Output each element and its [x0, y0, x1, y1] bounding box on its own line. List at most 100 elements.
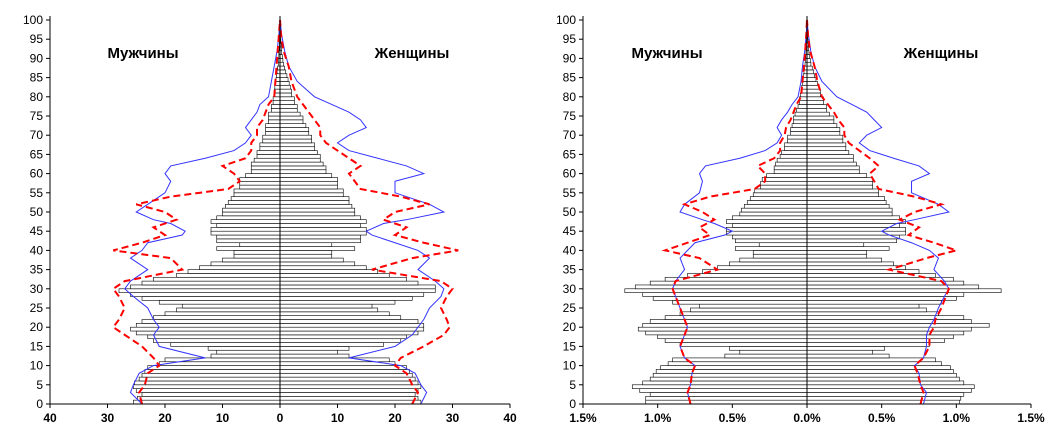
- male-bar: [134, 380, 281, 386]
- y-tick-label: 100: [556, 13, 576, 27]
- male-bar: [158, 300, 281, 305]
- female-bar: [279, 396, 419, 401]
- y-tick-label: 40: [563, 243, 577, 257]
- y-tick-label: 15: [30, 339, 44, 353]
- female-bar: [806, 376, 960, 382]
- male-bar: [657, 334, 808, 340]
- male-bar: [717, 265, 808, 270]
- female-bar: [279, 399, 422, 405]
- male-bar: [645, 399, 808, 405]
- male-bar: [187, 269, 281, 274]
- female-bar: [279, 269, 379, 274]
- male-label: Мужчины: [107, 45, 178, 62]
- male-bar: [784, 146, 808, 151]
- female-bar: [806, 253, 868, 259]
- male-bar: [256, 150, 281, 155]
- y-tick-label: 90: [563, 51, 577, 65]
- female-bar: [806, 372, 957, 378]
- male-bar: [687, 273, 808, 278]
- female-bar: [806, 154, 854, 159]
- y-tick-label: 85: [563, 71, 577, 85]
- female-bar: [279, 342, 384, 347]
- female-bar: [806, 246, 890, 251]
- female-bar: [279, 161, 324, 167]
- male-bar: [141, 372, 281, 378]
- male-bar: [794, 111, 808, 117]
- female-bar: [806, 392, 965, 397]
- female-bar: [279, 392, 416, 397]
- female-bar: [806, 142, 847, 148]
- female-bar: [806, 81, 818, 86]
- y-tick-label: 65: [30, 147, 44, 161]
- y-tick-label: 70: [563, 128, 577, 142]
- male-bar: [649, 392, 808, 397]
- female-bar: [806, 349, 874, 355]
- female-bar: [279, 296, 413, 301]
- female-bar: [806, 96, 824, 101]
- female-bar: [279, 81, 290, 86]
- female-bar: [279, 157, 321, 163]
- male-bar: [133, 399, 281, 405]
- male-bar: [265, 127, 281, 132]
- x-tick-label: 20: [388, 411, 402, 425]
- female-bar: [279, 284, 436, 290]
- male-bar: [230, 196, 281, 201]
- blue-line-female: [279, 19, 446, 405]
- male-bar: [144, 369, 281, 374]
- female-bar: [279, 204, 353, 209]
- y-tick-label: 5: [569, 378, 576, 392]
- male-bar: [760, 180, 808, 186]
- y-tick-label: 45: [30, 224, 44, 238]
- left-pyramid-chart: 0 5 10 15 20 25 30 35 40 45 50 55 60 65 70 75 80 85 90 95 10…: [23, 13, 517, 425]
- female-bar: [806, 238, 897, 244]
- male-bar: [265, 123, 281, 128]
- male-bar: [199, 265, 281, 270]
- female-bar: [806, 77, 817, 82]
- male-bar: [239, 242, 281, 247]
- male-bar: [779, 154, 808, 159]
- male-bar: [170, 342, 281, 347]
- x-tick-label: 1.5%: [1017, 411, 1045, 425]
- female-bar: [279, 384, 422, 389]
- male-bar: [793, 119, 808, 124]
- x-tick-label: 1.0%: [943, 411, 971, 425]
- female-bar: [279, 142, 315, 148]
- female-bar: [806, 230, 906, 236]
- female-bar: [279, 180, 338, 186]
- female-bar: [806, 127, 841, 132]
- female-bar: [279, 196, 350, 201]
- female-bar: [806, 361, 942, 366]
- female-bar: [279, 257, 344, 263]
- x-tick-label: 20: [158, 411, 172, 425]
- female-bar: [806, 177, 874, 182]
- y-tick-label: 70: [30, 128, 44, 142]
- male-bar: [141, 296, 281, 301]
- x-tick-label: 10: [216, 411, 230, 425]
- female-bar: [806, 315, 965, 320]
- female-bar: [279, 215, 361, 220]
- male-bar: [652, 372, 808, 378]
- female-bar: [279, 323, 425, 328]
- male-bar: [796, 108, 808, 113]
- male-bar: [233, 250, 281, 255]
- female-bar: [279, 223, 361, 228]
- male-bar: [153, 338, 281, 343]
- male-bar: [135, 388, 281, 393]
- female-bar: [279, 77, 289, 82]
- male-bar: [216, 223, 281, 228]
- male-bar: [739, 211, 808, 217]
- male-bar: [239, 177, 281, 182]
- y-tick-label: 75: [30, 109, 44, 123]
- male-bar: [784, 142, 808, 148]
- male-bars: [624, 19, 808, 405]
- female-bar: [806, 134, 844, 140]
- male-bar: [141, 280, 281, 286]
- right-pyramid-chart: 0 5 10 15 20 25 30 35 40 45 50 55 60 65 70 75 80 85 90 95 10…: [556, 13, 1045, 425]
- male-bar: [130, 326, 281, 332]
- male-bar: [262, 138, 281, 144]
- red-dashed-line-male: [111, 19, 281, 405]
- male-bar: [752, 192, 808, 197]
- female-bar: [806, 100, 824, 105]
- female-bar: [279, 250, 333, 255]
- male-bar: [642, 380, 808, 386]
